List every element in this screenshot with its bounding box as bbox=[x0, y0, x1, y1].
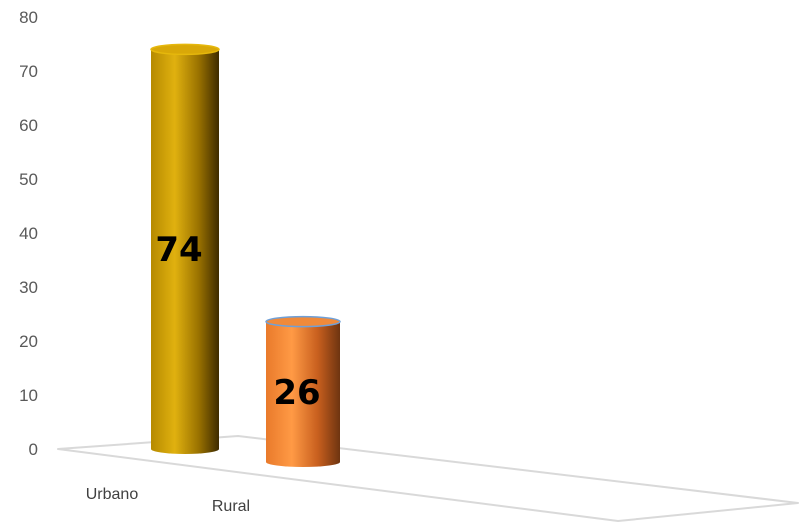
y-tick-label: 50 bbox=[19, 170, 38, 189]
bars: 74 26 bbox=[150, 43, 341, 467]
y-tick-label: 60 bbox=[19, 116, 38, 135]
bar-body bbox=[266, 321, 340, 467]
x-axis: Urbano Rural bbox=[86, 486, 250, 515]
y-axis: 0 10 20 30 40 50 60 70 80 bbox=[19, 8, 38, 459]
category-label: Rural bbox=[212, 498, 250, 515]
y-tick-label: 40 bbox=[19, 224, 38, 243]
y-tick-label: 70 bbox=[19, 62, 38, 81]
y-tick-label: 0 bbox=[29, 440, 38, 459]
y-tick-label: 10 bbox=[19, 386, 38, 405]
y-tick-label: 30 bbox=[19, 278, 38, 297]
bar-body bbox=[151, 49, 219, 455]
bar-top-cap bbox=[265, 315, 341, 328]
data-label: 74 bbox=[155, 230, 202, 270]
bar-rural: 26 bbox=[265, 315, 341, 467]
y-tick-label: 20 bbox=[19, 332, 38, 351]
bar-urbano: 74 bbox=[150, 43, 220, 455]
category-label: Urbano bbox=[86, 486, 139, 503]
bar-top-cap bbox=[150, 43, 220, 56]
data-label: 26 bbox=[273, 373, 320, 413]
y-tick-label: 80 bbox=[19, 8, 38, 27]
